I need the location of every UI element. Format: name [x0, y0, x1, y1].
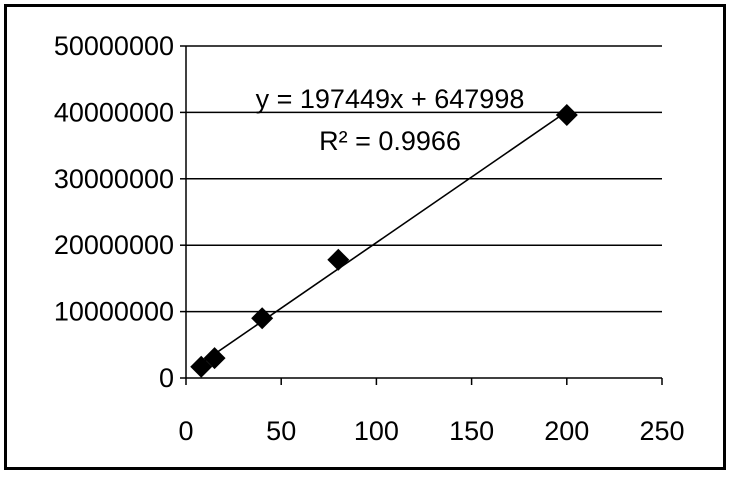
trendline-annotation: y = 197449x + 647998 R² = 0.9966: [256, 84, 525, 156]
y-tick-label: 50000000: [54, 31, 174, 61]
r-squared-label: R² = 0.9966: [319, 126, 461, 156]
y-tick-label: 0: [159, 363, 174, 393]
data-point-diamond: [327, 249, 349, 271]
x-tick-label: 100: [354, 416, 399, 446]
y-tick-label: 30000000: [54, 164, 174, 194]
y-tick-label: 10000000: [54, 297, 174, 327]
y-tick-label: 20000000: [54, 230, 174, 260]
y-tick-labels: 0 10000000 20000000 30000000 40000000 5000000…: [54, 31, 174, 393]
x-tick-label: 0: [178, 416, 193, 446]
x-tick-label: 150: [449, 416, 494, 446]
data-point-diamond: [556, 104, 578, 126]
x-tick-label: 50: [266, 416, 296, 446]
x-tick-label: 250: [639, 416, 684, 446]
x-tick-labels: 0 50 100 150 200 250: [178, 416, 684, 446]
x-tick-label: 200: [544, 416, 589, 446]
trendline-equation: y = 197449x + 647998: [256, 84, 525, 114]
y-tick-label: 40000000: [54, 97, 174, 127]
